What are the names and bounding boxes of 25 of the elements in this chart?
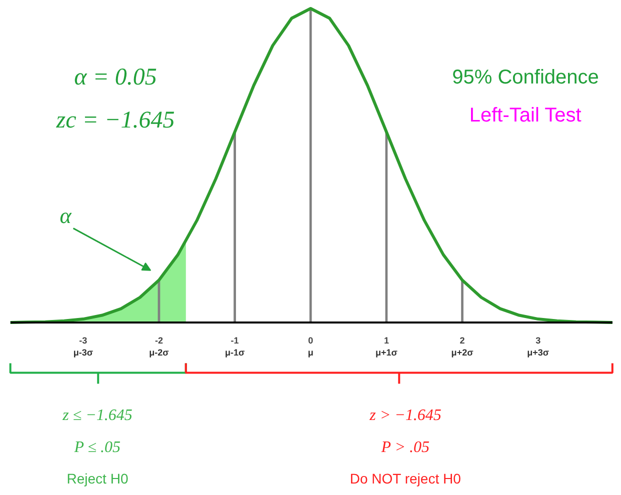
text: μ+2σ	[451, 347, 474, 358]
text: z > −1.645	[368, 407, 442, 424]
text: μ+1σ	[375, 347, 398, 358]
text: μ+3σ	[527, 347, 550, 358]
text: μ-2σ	[149, 347, 169, 358]
annotation: 95% Confidence	[452, 66, 599, 88]
x-tick-label: 0	[308, 335, 314, 346]
annotation: zc = −1.645	[55, 108, 175, 134]
text: z ≤ −1.645	[62, 407, 132, 424]
annotation: α	[60, 203, 72, 228]
x-tick-label: 3	[536, 335, 541, 346]
annotation: Left-Tail Test	[469, 104, 582, 126]
x-tick-label: 1	[384, 335, 389, 346]
annotation: α = 0.05	[74, 64, 157, 90]
x-tick-label: -2	[154, 335, 163, 346]
text: μ-1σ	[224, 347, 245, 358]
text: μ	[308, 347, 314, 358]
text: Do NOT reject H0	[350, 470, 462, 486]
x-tick-label: 2	[460, 335, 465, 346]
x-tick-label: -1	[230, 335, 239, 346]
text: μ-3σ	[73, 347, 93, 358]
x-tick-label: -3	[79, 335, 88, 346]
text: Reject H0	[66, 470, 128, 486]
text: P ≤ .05	[73, 439, 120, 456]
text: P > .05	[380, 439, 430, 456]
